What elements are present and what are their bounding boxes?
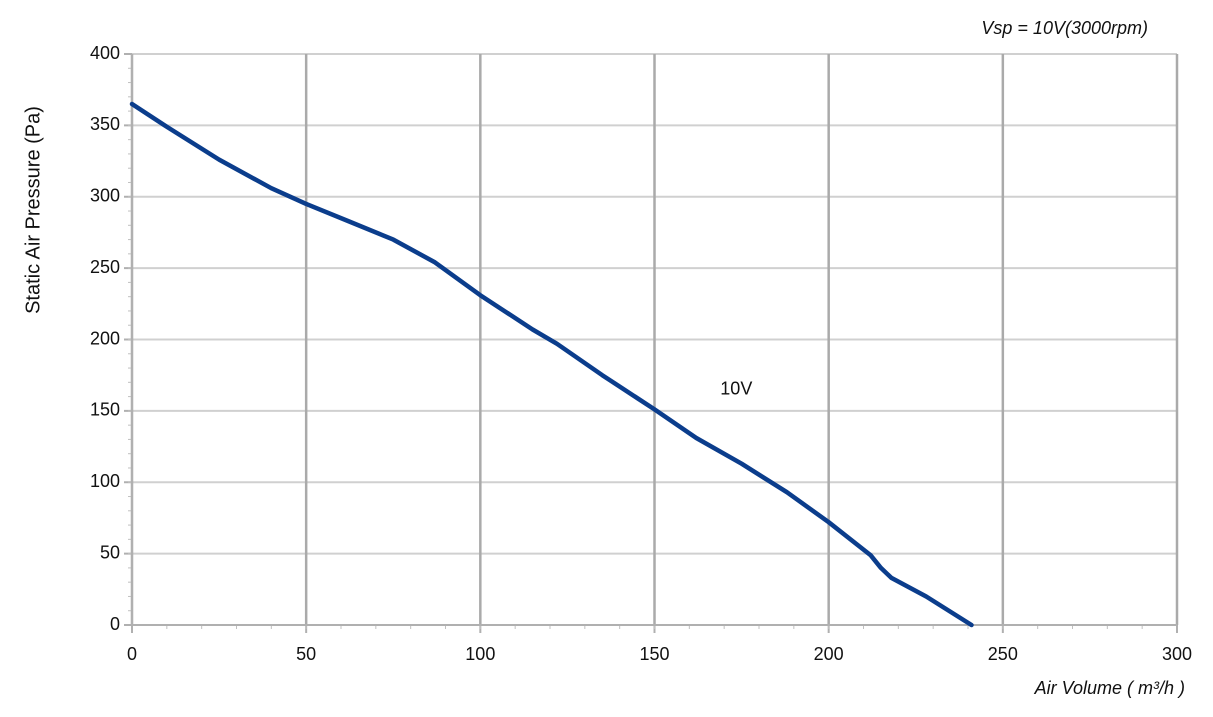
x-tick-label: 100 [465,644,495,664]
x-axis-label: Air Volume ( m³/h ) [1034,678,1185,698]
plot-area: 10V [129,101,974,628]
y-tick-label: 50 [100,542,120,562]
chart-title: Vsp = 10V(3000rpm) [981,18,1148,38]
y-tick-label: 200 [90,328,120,348]
y-axis-label: Static Air Pressure (Pa) [22,106,44,314]
x-tick-label: 150 [639,644,669,664]
x-tick-label: 0 [127,644,137,664]
series-label: 10V [720,379,752,399]
y-tick-label: 250 [90,257,120,277]
y-tick-label: 0 [110,614,120,634]
y-tick-label: 100 [90,471,120,491]
x-tick-label: 250 [988,644,1018,664]
axes: 0 50 100 150 200 250 300 350 400 0 50 100 150 200 250 3… [90,43,1192,664]
y-tick-label: 300 [90,186,120,206]
y-tick-label: 350 [90,114,120,134]
series-line [129,101,974,628]
x-tick-label: 200 [814,644,844,664]
grid [130,53,1179,626]
x-tick-label: 50 [296,644,316,664]
y-tick-label: 150 [90,400,120,420]
x-tick-label: 300 [1162,644,1192,664]
y-tick-label: 400 [90,43,120,63]
